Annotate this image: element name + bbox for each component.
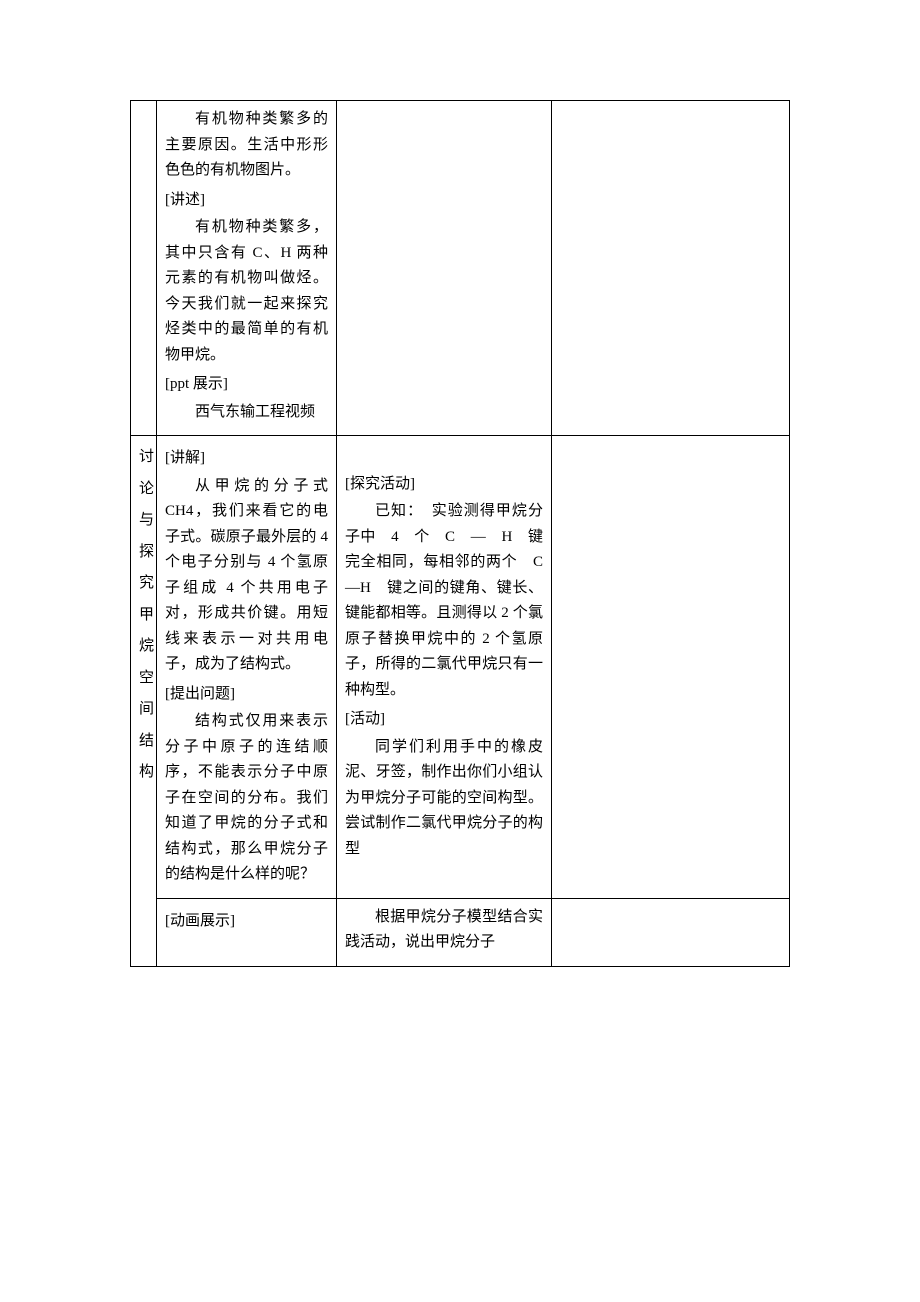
stage-label-char: 构 [139, 757, 148, 789]
section-label: [活动] [345, 707, 543, 733]
paragraph: 同学们利用手中的橡皮泥、牙签，制作出你们小组认为甲烷分子可能的空间构型。尝试制作… [345, 735, 543, 863]
stage-label-char: 结 [139, 726, 148, 758]
section-label: [讲解] [165, 446, 328, 472]
table-body: 有机物种类繁多的主要原因。生活中形形色色的有机物图片。 [讲述] 有机物种类繁多… [131, 101, 790, 967]
table-row: 有机物种类繁多的主要原因。生活中形形色色的有机物图片。 [讲述] 有机物种类繁多… [131, 101, 790, 436]
paragraph: 有机物种类繁多的主要原因。生活中形形色色的有机物图片。 [165, 107, 328, 184]
teacher-activity-cell: [动画展示] [157, 898, 337, 966]
stage-label-char: 究 [139, 568, 148, 600]
paragraph: 从甲烷的分子式 CH4，我们来看它的电子式。碳原子最外层的 4 个电子分别与 4… [165, 474, 328, 678]
design-intent-cell [552, 101, 790, 436]
stage-label-char: 与 [139, 505, 148, 537]
paragraph: 有机物种类繁多，其中只含有 C、H 两种元素的有机物叫做烃。今天我们就一起来探究… [165, 215, 328, 368]
stage-label-char: 讨 [139, 442, 148, 474]
stage-label-char: 空 [139, 663, 148, 695]
section-label: [提出问题] [165, 682, 328, 708]
paragraph: 根据甲烷分子模型结合实践活动，说出甲烷分子 [345, 905, 543, 956]
document-page: 有机物种类繁多的主要原因。生活中形形色色的有机物图片。 [讲述] 有机物种类繁多… [0, 0, 920, 1302]
teacher-activity-cell: [讲解] 从甲烷的分子式 CH4，我们来看它的电子式。碳原子最外层的 4 个电子… [157, 436, 337, 899]
section-label: [讲述] [165, 188, 328, 214]
stage-label-vertical: 讨论与探究甲烷空间结构 [139, 442, 148, 789]
student-activity-cell: 根据甲烷分子模型结合实践活动，说出甲烷分子 [337, 898, 552, 966]
table-row: [动画展示] 根据甲烷分子模型结合实践活动，说出甲烷分子 [131, 898, 790, 966]
stage-label-char: 甲 [139, 600, 148, 632]
paragraph: 结构式仅用来表示分子中原子的连结顺序，不能表示分子中原子在空间的分布。我们知道了… [165, 709, 328, 888]
stage-label-char: 烷 [139, 631, 148, 663]
stage-cell: 讨论与探究甲烷空间结构 [131, 436, 157, 967]
paragraph: 已知： 实验测得甲烷分子中 4 个 C — H 键完全相同，每相邻的两个 C —… [345, 499, 543, 703]
stage-cell [131, 101, 157, 436]
section-label: [ppt 展示] [165, 372, 328, 398]
design-intent-cell [552, 436, 790, 899]
design-intent-cell [552, 898, 790, 966]
section-label: [动画展示] [165, 909, 328, 935]
student-activity-cell: [探究活动] 已知： 实验测得甲烷分子中 4 个 C — H 键完全相同，每相邻… [337, 436, 552, 899]
teacher-activity-cell: 有机物种类繁多的主要原因。生活中形形色色的有机物图片。 [讲述] 有机物种类繁多… [157, 101, 337, 436]
stage-label-char: 论 [139, 474, 148, 506]
student-activity-cell [337, 101, 552, 436]
table-row: 讨论与探究甲烷空间结构 [讲解] 从甲烷的分子式 CH4，我们来看它的电子式。碳… [131, 436, 790, 899]
stage-label-char: 探 [139, 537, 148, 569]
paragraph: 西气东输工程视频 [165, 400, 328, 426]
stage-label-char: 间 [139, 694, 148, 726]
section-label: [探究活动] [345, 472, 543, 498]
lesson-plan-table: 有机物种类繁多的主要原因。生活中形形色色的有机物图片。 [讲述] 有机物种类繁多… [130, 100, 790, 967]
